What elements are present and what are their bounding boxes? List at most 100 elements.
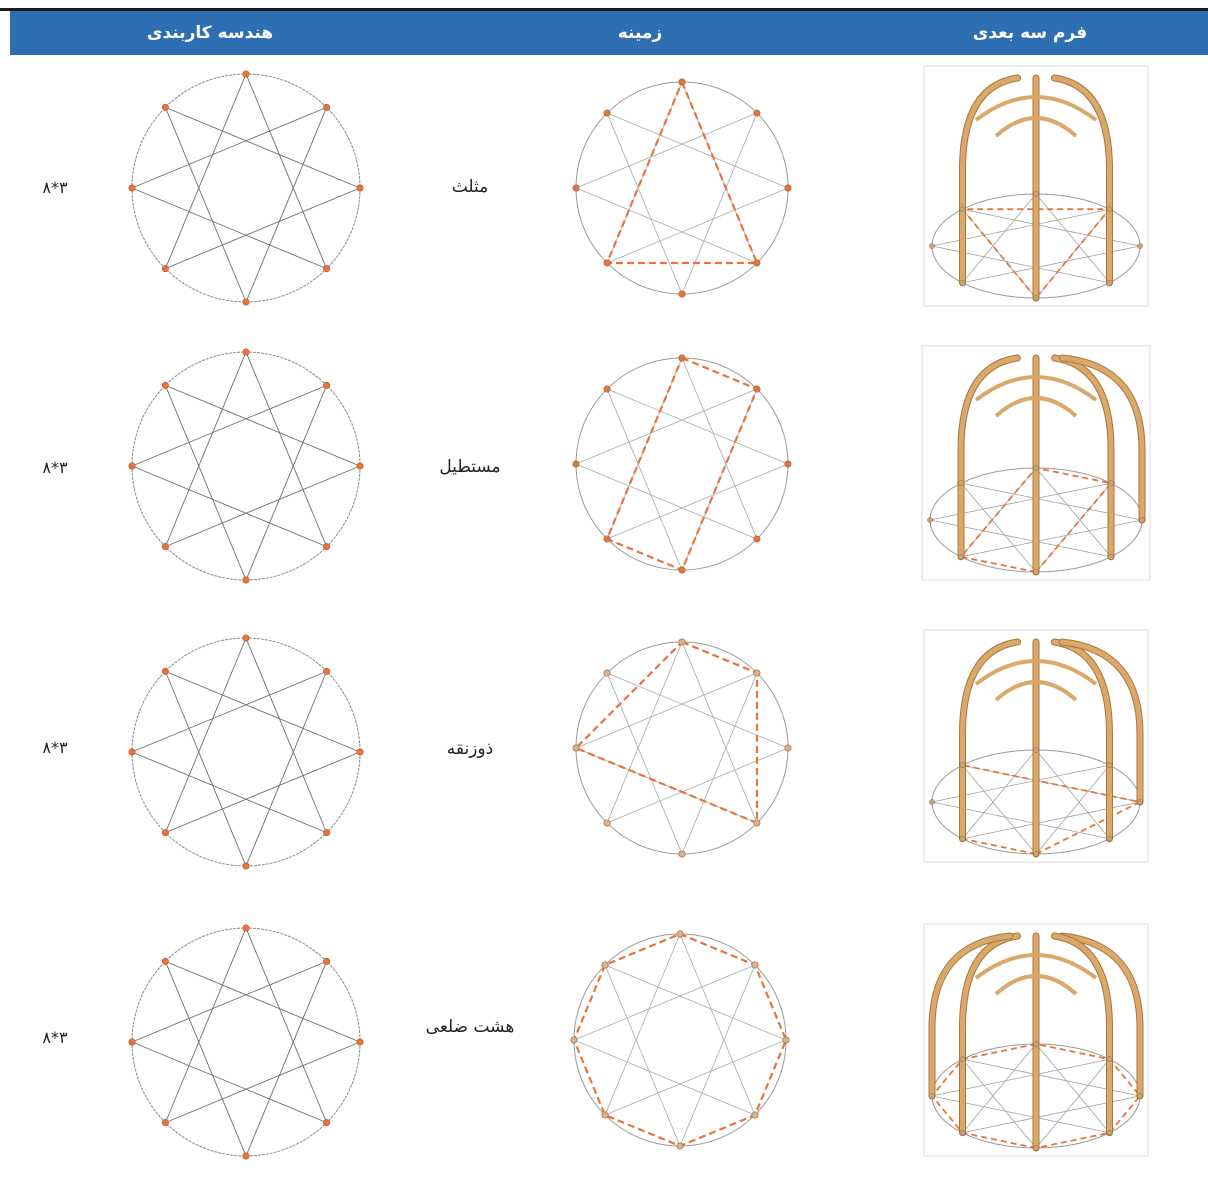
star-line — [606, 187, 789, 264]
node-dot — [927, 517, 933, 523]
rib — [929, 933, 1013, 1099]
star-line — [164, 73, 247, 269]
node-dot — [959, 1129, 966, 1136]
pattern-code: ۸*۳ — [42, 738, 68, 757]
base-plan-diagram — [570, 930, 790, 1150]
star-line — [131, 960, 327, 1043]
star-line — [606, 463, 789, 540]
star-line — [606, 388, 789, 465]
star-line — [575, 672, 758, 749]
floor-star-line — [1035, 467, 1112, 558]
star-line — [245, 961, 328, 1157]
node-dot — [356, 462, 364, 470]
crown-arch — [974, 659, 1098, 686]
star-line — [606, 672, 789, 749]
crown-arch — [994, 396, 1078, 418]
node-dot — [242, 924, 250, 932]
node-dot — [753, 109, 761, 117]
node-dot — [929, 243, 935, 249]
star-line — [604, 964, 787, 1041]
star-line — [606, 747, 789, 824]
node-dot — [1137, 799, 1143, 805]
node-dot — [1033, 191, 1039, 197]
node-dot — [678, 354, 686, 362]
node-dot — [1106, 279, 1113, 286]
star-line — [604, 933, 681, 1116]
node-dot — [929, 799, 935, 805]
table-row: ۸*۳ مستطیل — [0, 342, 1208, 622]
floor-star-line — [962, 208, 1037, 299]
base-shape-label: مستطیل — [439, 457, 501, 477]
node-dot — [161, 829, 169, 837]
node-dot — [1108, 480, 1114, 487]
floor-star-line — [1035, 482, 1112, 573]
table-row: ۸*۳ ذوزنقه — [0, 628, 1208, 908]
star-line — [245, 73, 328, 269]
node-dot — [603, 259, 611, 267]
node-dot — [784, 460, 792, 468]
node-dot — [572, 460, 580, 468]
node-dot — [958, 553, 964, 560]
star-line — [164, 107, 247, 303]
crown-arch — [974, 95, 1098, 122]
floor-star-line — [962, 749, 1037, 840]
floor-star-line — [1035, 764, 1110, 855]
star-line — [681, 641, 758, 824]
node-dot — [676, 1142, 684, 1150]
star-line — [131, 1041, 327, 1124]
base-outline — [605, 79, 759, 265]
node-dot — [323, 1119, 331, 1127]
node-dot — [959, 279, 966, 286]
star-line — [575, 187, 758, 264]
node-dot — [678, 638, 686, 646]
node-dot — [929, 1093, 935, 1099]
node-dot — [128, 462, 136, 470]
node-dot — [1033, 851, 1039, 857]
node-dot — [128, 748, 136, 756]
node-dot — [161, 1119, 169, 1127]
crown-arch — [994, 974, 1078, 996]
star-line — [679, 964, 756, 1147]
rib — [960, 639, 1021, 842]
star-line — [604, 1039, 787, 1116]
star-line — [165, 465, 361, 548]
star-line — [573, 964, 756, 1041]
base-plan-diagram — [572, 354, 792, 574]
node-dot — [323, 543, 331, 551]
dome-3d-diagram — [923, 65, 1149, 307]
node-dot — [161, 103, 169, 111]
node-dot — [676, 930, 684, 938]
star-line — [245, 385, 328, 581]
node-dot — [1033, 295, 1039, 301]
node-dot — [753, 669, 761, 677]
node-dot — [678, 850, 686, 858]
star-line — [131, 187, 327, 270]
node-dot — [603, 669, 611, 677]
geometry-diagram — [128, 634, 364, 870]
base-shape-label: مثلث — [451, 177, 489, 197]
pattern-code: ۸*۳ — [42, 178, 68, 197]
star-line — [165, 187, 361, 270]
star-line — [165, 1041, 361, 1124]
star-line — [681, 672, 758, 855]
floor-star-line — [962, 193, 1037, 284]
node-dot — [1033, 747, 1039, 753]
star-line — [165, 960, 361, 1043]
node-dot — [958, 480, 964, 487]
node-dot — [242, 298, 250, 306]
star-line — [131, 465, 327, 548]
floor-star-line — [962, 1058, 1037, 1149]
node-dot — [323, 381, 331, 389]
node-dot — [242, 862, 250, 870]
node-dot — [1033, 1041, 1039, 1047]
node-dot — [601, 1111, 609, 1119]
node-dot — [603, 535, 611, 543]
star-line — [131, 106, 327, 189]
star-line — [681, 81, 758, 264]
star-line — [164, 927, 247, 1123]
star-line — [165, 384, 361, 467]
node-dot — [1106, 1056, 1113, 1063]
base-outline — [574, 640, 759, 825]
node-dot — [242, 1152, 250, 1160]
node-dot — [1106, 762, 1113, 769]
